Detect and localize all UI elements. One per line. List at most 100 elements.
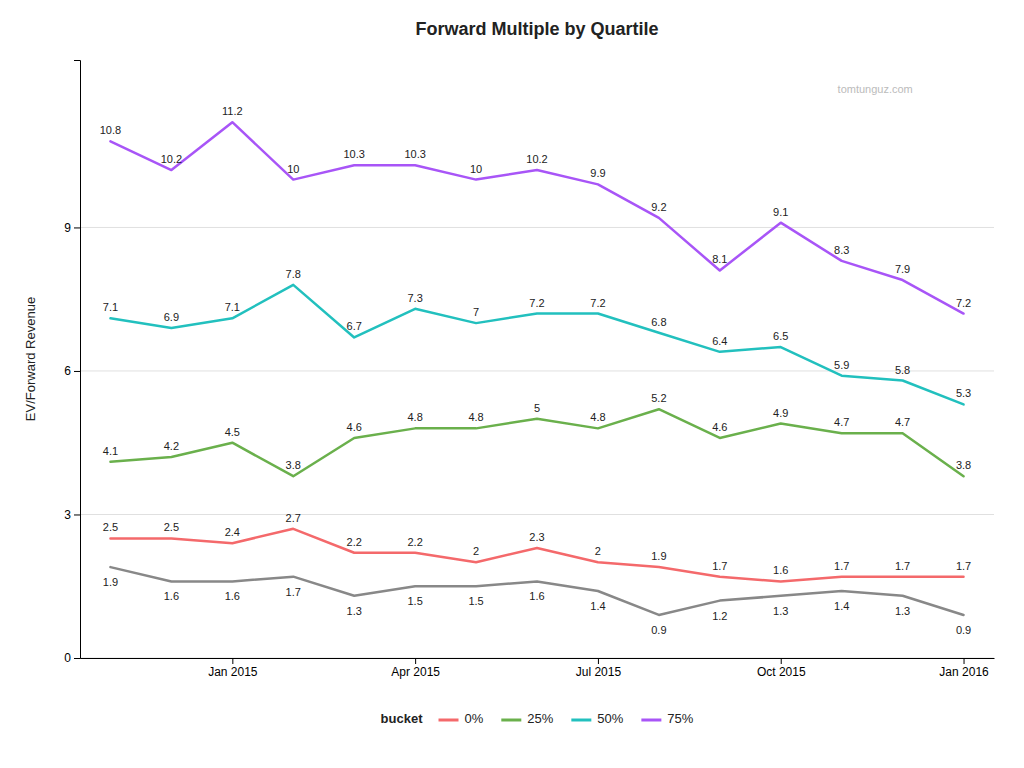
legend-swatch	[501, 719, 521, 722]
data-label: 4.8	[468, 411, 483, 423]
y-axis-line	[74, 61, 81, 659]
data-label: 2.4	[225, 526, 240, 538]
y-tick: 3	[64, 508, 80, 522]
data-label: 4.8	[407, 411, 422, 423]
data-label: 5	[534, 402, 540, 414]
data-label: 1.6	[529, 590, 544, 602]
y-tick-label: 3	[64, 508, 71, 522]
data-label: 7.2	[529, 297, 544, 309]
data-label: 10.2	[161, 153, 182, 165]
data-label: 6.7	[347, 320, 362, 332]
grid-line	[80, 514, 994, 515]
data-label: 1.3	[347, 605, 362, 617]
x-tick-label: Jan 2015	[208, 665, 258, 679]
x-tick-label: Apr 2015	[391, 665, 440, 679]
data-label: 5.8	[895, 364, 910, 376]
legend-label: 50%	[597, 711, 623, 726]
y-axis-title: EV/Forward Revenue	[23, 297, 38, 421]
x-tick-label: Jul 2015	[576, 665, 622, 679]
data-label: 10	[470, 163, 482, 175]
data-label: 2.5	[103, 521, 118, 533]
data-label: 10.3	[404, 148, 425, 160]
y-tick: 0	[64, 651, 80, 665]
series-line	[110, 122, 963, 313]
y-tick: 6	[64, 364, 80, 378]
data-label: 0.9	[651, 624, 666, 636]
data-label: 2.3	[529, 531, 544, 543]
data-label: 2.7	[286, 512, 301, 524]
legend-swatch	[641, 719, 661, 722]
data-label: 1.4	[590, 600, 605, 612]
data-label: 4.6	[347, 421, 362, 433]
title: Forward Multiple by Quartile	[415, 19, 658, 39]
data-label: 8.3	[834, 244, 849, 256]
y-axis: 0 3 6 9	[64, 61, 80, 666]
data-label: 4.6	[712, 421, 727, 433]
data-label: 10.8	[100, 124, 121, 136]
data-label: 5.3	[956, 387, 971, 399]
x-tick-mark	[232, 658, 233, 664]
data-label: 10.2	[526, 153, 547, 165]
data-label: 6.9	[164, 311, 179, 323]
x-axis-line	[81, 658, 995, 659]
x-tick-mark	[598, 658, 599, 664]
data-label: 4.7	[834, 416, 849, 428]
legend-item: 75%	[641, 711, 693, 726]
data-label: 4.5	[225, 426, 240, 438]
grid	[80, 227, 994, 658]
legend-title: bucket	[381, 711, 424, 726]
data-label: 7.2	[590, 297, 605, 309]
legend-swatch	[571, 719, 591, 722]
series-line	[110, 285, 963, 405]
data-label: 9.2	[651, 201, 666, 213]
x-tick: Jan 2015	[208, 658, 258, 679]
x-tick-mark	[964, 658, 965, 664]
y-tick-label: 6	[64, 364, 71, 378]
x-tick-label: Oct 2015	[757, 665, 806, 679]
data-label: 7	[473, 306, 479, 318]
data-label: 2.2	[407, 536, 422, 548]
x-tick-mark	[781, 658, 782, 664]
data-label: 4.7	[895, 416, 910, 428]
data-label: 3.8	[956, 459, 971, 471]
data-label: 7.1	[103, 301, 118, 313]
data-label: 0.9	[956, 624, 971, 636]
data-label: 5.2	[651, 392, 666, 404]
chart: Jan 2015 Apr 2015 Jul 2015 Oct 2015 Jan 2016…	[0, 0, 1024, 768]
x-axis: Jan 2015 Apr 2015 Jul 2015 Oct 2015 Jan 2016	[81, 658, 995, 679]
series-line	[110, 567, 963, 615]
data-label: 4.9	[773, 407, 788, 419]
y-tick-mark	[74, 371, 80, 372]
y-tick-mark	[74, 227, 80, 228]
data-label: 1.9	[103, 576, 118, 588]
series-line	[110, 409, 963, 476]
data-label: 1.7	[286, 586, 301, 598]
plot-area	[110, 122, 963, 615]
grid-line	[80, 658, 994, 659]
y-tick: 9	[64, 221, 80, 235]
data-label: 2	[595, 545, 601, 557]
data-label: 6.8	[651, 316, 666, 328]
data-label: 1.7	[956, 560, 971, 572]
data-label: 1.6	[225, 590, 240, 602]
data-label: 1.5	[468, 595, 483, 607]
data-label: 10	[287, 163, 299, 175]
y-tick-label: 0	[64, 651, 71, 665]
data-label: 2	[473, 545, 479, 557]
x-tick: Oct 2015	[757, 658, 806, 679]
data-label: 1.7	[712, 560, 727, 572]
x-tick: Jan 2016	[939, 658, 989, 679]
data-label: 2.5	[164, 521, 179, 533]
watermark: tomtunguz.com	[838, 83, 913, 95]
grid-line	[80, 370, 994, 371]
data-label: 1.7	[895, 560, 910, 572]
data-label: 9.1	[773, 206, 788, 218]
data-label: 1.5	[407, 595, 422, 607]
y-tick-mark	[74, 658, 80, 659]
data-label: 7.1	[225, 301, 240, 313]
data-label: 1.4	[834, 600, 849, 612]
data-label: 9.9	[590, 167, 605, 179]
data-label: 4.8	[590, 411, 605, 423]
data-label: 7.9	[895, 263, 910, 275]
data-label: 8.1	[712, 253, 727, 265]
